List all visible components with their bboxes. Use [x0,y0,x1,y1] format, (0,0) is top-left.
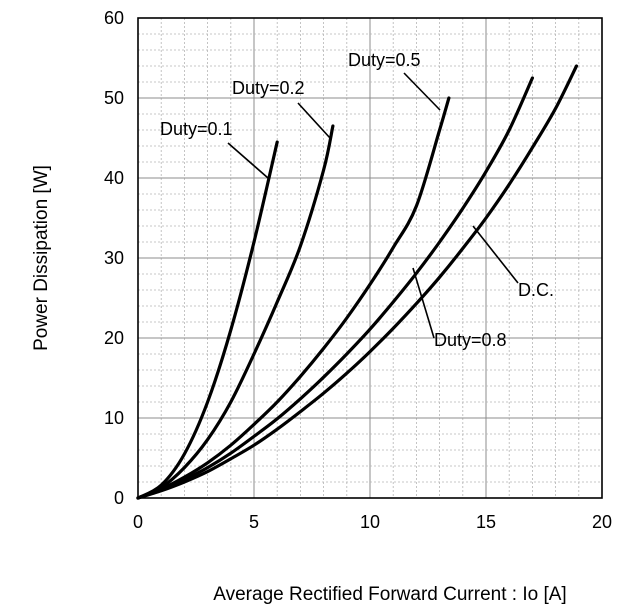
plot-area-frame [137,17,603,499]
series-line-duty-0-8 [136,76,534,500]
tick-labels: 0 5 10 15 20 0 10 20 30 40 50 60 [104,8,612,532]
x-tick-label: 20 [592,512,612,532]
y-tick-label: 50 [104,88,124,108]
y-tick-label: 0 [114,488,124,508]
annotation-leaders [227,72,519,339]
x-tick-label: 0 [133,512,143,532]
y-tick-label: 60 [104,8,124,28]
annotation-leader-duty-0-1 [227,142,269,179]
series-line-duty-0-2 [136,124,335,500]
series-group [136,64,579,500]
annotation-leader-duty-0-2 [297,102,331,139]
y-tick-label: 20 [104,328,124,348]
annotation-leader-duty-0-5 [403,72,441,111]
annotation-leader-duty-0-8 [412,267,435,339]
x-tick-label: 5 [249,512,259,532]
grid [138,18,602,498]
annotation-label-duty-0-8: Duty=0.8 [434,330,507,350]
y-tick-label: 30 [104,248,124,268]
x-tick-label: 15 [476,512,496,532]
annotation-label-duty-0-2: Duty=0.2 [232,78,305,98]
series-line-duty-0-1 [136,140,279,500]
x-tick-label: 10 [360,512,380,532]
y-tick-label: 10 [104,408,124,428]
y-tick-label: 40 [104,168,124,188]
annotation-leader-d-c [472,225,519,284]
y-axis-title: Power Dissipation [W] [31,165,52,351]
annotation-label-duty-0-1: Duty=0.1 [160,119,233,139]
annotation-label-duty-0-5: Duty=0.5 [348,50,421,70]
series-line-duty-0-5 [136,96,451,500]
annotation-label-d-c: D.C. [518,280,554,300]
x-axis-title: Average Rectified Forward Current : Io [… [213,584,566,605]
annotation-labels: Duty=0.1 Duty=0.2 Duty=0.5 Duty=0.8 D.C. [160,50,554,350]
series-line-d-c [136,64,579,500]
